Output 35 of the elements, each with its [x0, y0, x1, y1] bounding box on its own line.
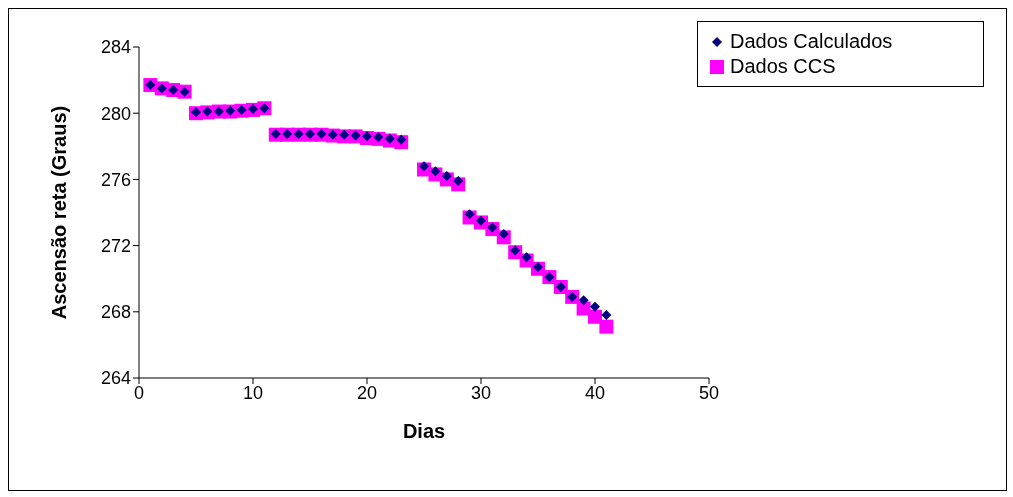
y-tick-label: 276: [100, 169, 131, 190]
point: [498, 229, 509, 240]
point: [464, 209, 475, 220]
y-tick-label: 280: [100, 103, 131, 124]
point: [601, 310, 612, 321]
point: [476, 215, 486, 226]
point: [339, 129, 350, 140]
point: [510, 245, 521, 256]
point: [419, 161, 429, 172]
x-tick-label: 20: [356, 382, 378, 403]
point: [430, 166, 441, 177]
legend-label: Dados CCS: [730, 55, 836, 78]
y-axis-title: Ascensão reta (Graus): [48, 105, 71, 320]
x-tick-label: 30: [470, 382, 492, 403]
point: [487, 222, 498, 233]
x-axis-title: Dias: [402, 420, 446, 442]
x-tick-label: 10: [242, 382, 264, 403]
y-tick-label: 264: [100, 368, 131, 389]
point: [521, 252, 532, 263]
point: [441, 171, 452, 182]
x-tick-label: 0: [133, 382, 145, 403]
y-tick-label: 284: [100, 37, 131, 58]
point: [396, 134, 407, 145]
y-tick-label: 268: [100, 302, 131, 323]
point: [362, 131, 372, 142]
x-tick-label: 50: [698, 382, 720, 403]
point: [599, 319, 614, 334]
point: [590, 301, 600, 312]
point: [578, 295, 589, 306]
x-tick-label: 40: [584, 382, 606, 403]
point: [453, 176, 464, 187]
point: [588, 309, 602, 324]
legend-label: Dados Calculados: [730, 30, 893, 53]
y-tick-label: 272: [100, 235, 131, 256]
point: [384, 133, 395, 144]
